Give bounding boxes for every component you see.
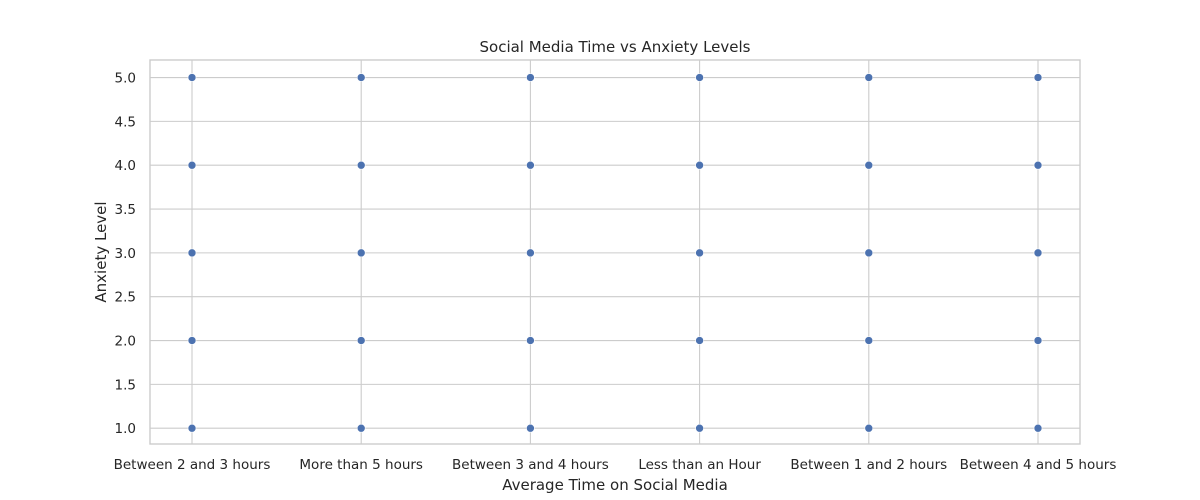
y-tick-labels: 1.0 1.5 2.0 2.5 3.0 3.5 4.0 4.5 5.0: [115, 71, 136, 438]
scatter-point: [1033, 160, 1043, 170]
scatter-point: [526, 73, 535, 82]
scatter-point: [864, 336, 874, 345]
scatter-point: [356, 336, 366, 345]
x-tick-label: Between 2 and 3 hours: [114, 457, 271, 473]
scatter-point: [187, 336, 197, 345]
x-tick-labels: Between 2 and 3 hours More than 5 hours Be…: [114, 457, 1117, 473]
grid-layer: [150, 60, 1080, 444]
x-axis-label: Average Time on Social Media: [502, 476, 728, 494]
y-tick-label: 4.5: [115, 114, 136, 130]
scatter-point: [695, 423, 704, 433]
scatter-point: [1033, 73, 1043, 82]
y-tick-label: 4.0: [115, 158, 136, 174]
scatter-point: [1033, 336, 1043, 345]
scatter-point: [695, 336, 704, 345]
scatter-point: [356, 423, 366, 433]
scatter-point: [864, 160, 874, 170]
y-tick-label: 1.0: [115, 421, 136, 437]
scatter-point: [526, 423, 535, 433]
scatter-point: [1033, 423, 1043, 433]
scatter-point: [187, 73, 197, 82]
scatter-point: [864, 423, 874, 433]
y-axis-label: Anxiety Level: [92, 201, 110, 302]
x-tick-label: Less than an Hour: [638, 457, 761, 473]
scatter-point: [187, 160, 197, 170]
y-tick-label: 2.0: [115, 334, 136, 350]
scatter-point: [695, 73, 704, 82]
plot-frame: [149, 59, 1081, 445]
scatter-point: [356, 248, 366, 258]
y-tick-label: 3.0: [115, 246, 136, 262]
scatter-point: [864, 248, 874, 258]
scatter-point: [356, 160, 366, 170]
y-tick-label: 1.5: [115, 377, 136, 393]
scatter-point: [187, 248, 197, 258]
scatter-point: [526, 160, 535, 170]
scatter-point: [864, 73, 874, 82]
scatter-point: [526, 336, 535, 345]
y-tick-label: 3.5: [115, 202, 136, 218]
chart-title: Social Media Time vs Anxiety Levels: [480, 38, 751, 56]
scatter-point: [356, 73, 366, 82]
scatter-point: [187, 423, 197, 433]
x-tick-label: Between 4 and 5 hours: [960, 457, 1117, 473]
points-layer: [187, 73, 1043, 433]
scatter-point: [695, 160, 704, 170]
scatter-point: [526, 248, 535, 258]
x-tick-label: Between 1 and 2 hours: [790, 457, 947, 473]
x-tick-label: Between 3 and 4 hours: [452, 457, 609, 473]
x-tick-label: More than 5 hours: [299, 457, 423, 473]
scatter-point: [695, 248, 704, 258]
y-tick-label: 5.0: [115, 71, 136, 87]
y-tick-label: 2.5: [115, 290, 136, 306]
scatter-point: [1033, 248, 1043, 258]
